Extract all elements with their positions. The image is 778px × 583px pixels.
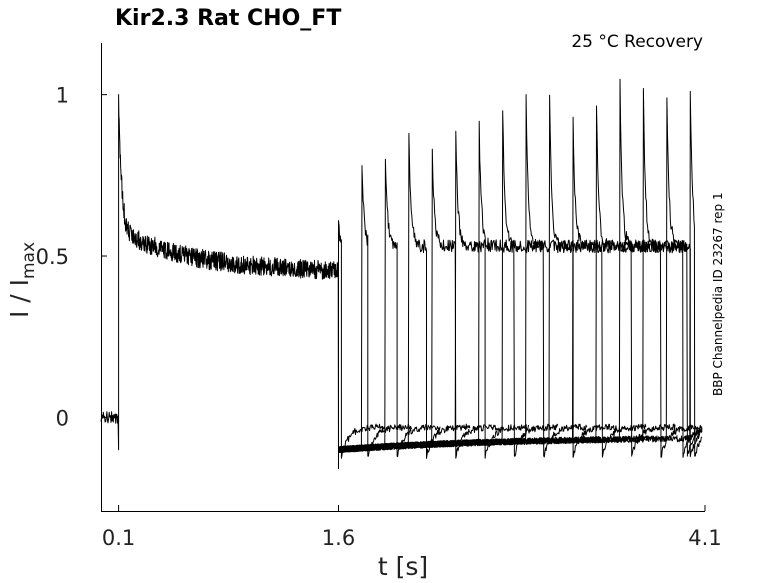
prepulse-trace <box>100 94 339 470</box>
x-tick-label-2: 4.1 <box>688 526 721 550</box>
x-axis-ticks: 0.1 1.6 4.1 <box>102 505 722 550</box>
sweep-trace-8 <box>338 94 617 458</box>
sweep-trace-2 <box>338 158 441 458</box>
side-label: BBP Channelpedia ID 23267 rep 1 <box>711 192 725 396</box>
svg-text:I / Imax: I / Imax <box>5 242 39 318</box>
sweep-trace-3 <box>338 132 471 459</box>
sweep-trace-10 <box>338 116 676 457</box>
x-tick-label-0: 0.1 <box>102 526 135 550</box>
y-axis-label: I / Imax <box>5 242 39 318</box>
current-traces <box>100 78 703 470</box>
sweep-trace-5 <box>338 130 529 459</box>
y-axis-label-main: I / I <box>5 279 34 318</box>
x-axis-label: t [s] <box>378 552 428 581</box>
y-tick-label-1: 0.5 <box>36 245 69 269</box>
sweep-trace-11 <box>338 105 703 458</box>
condition-label: 25 °C Recovery <box>571 32 703 52</box>
y-tick-label-0: 0 <box>56 406 69 430</box>
sweep-trace-13 <box>338 88 703 457</box>
sweep-trace-6 <box>338 120 559 457</box>
y-axis-ticks: 00.51 <box>36 84 107 430</box>
sweep-trace-14 <box>338 97 703 458</box>
y-tick-label-2: 1 <box>56 84 69 108</box>
y-axis-label-sub: max <box>19 242 39 279</box>
sweep-trace-1 <box>338 165 413 457</box>
chart-title: Kir2.3 Rat CHO_FT <box>115 6 341 31</box>
x-tick-label-1: 1.6 <box>322 526 355 550</box>
sweep-trace-12 <box>338 78 703 458</box>
sweep-trace-15 <box>338 90 703 457</box>
